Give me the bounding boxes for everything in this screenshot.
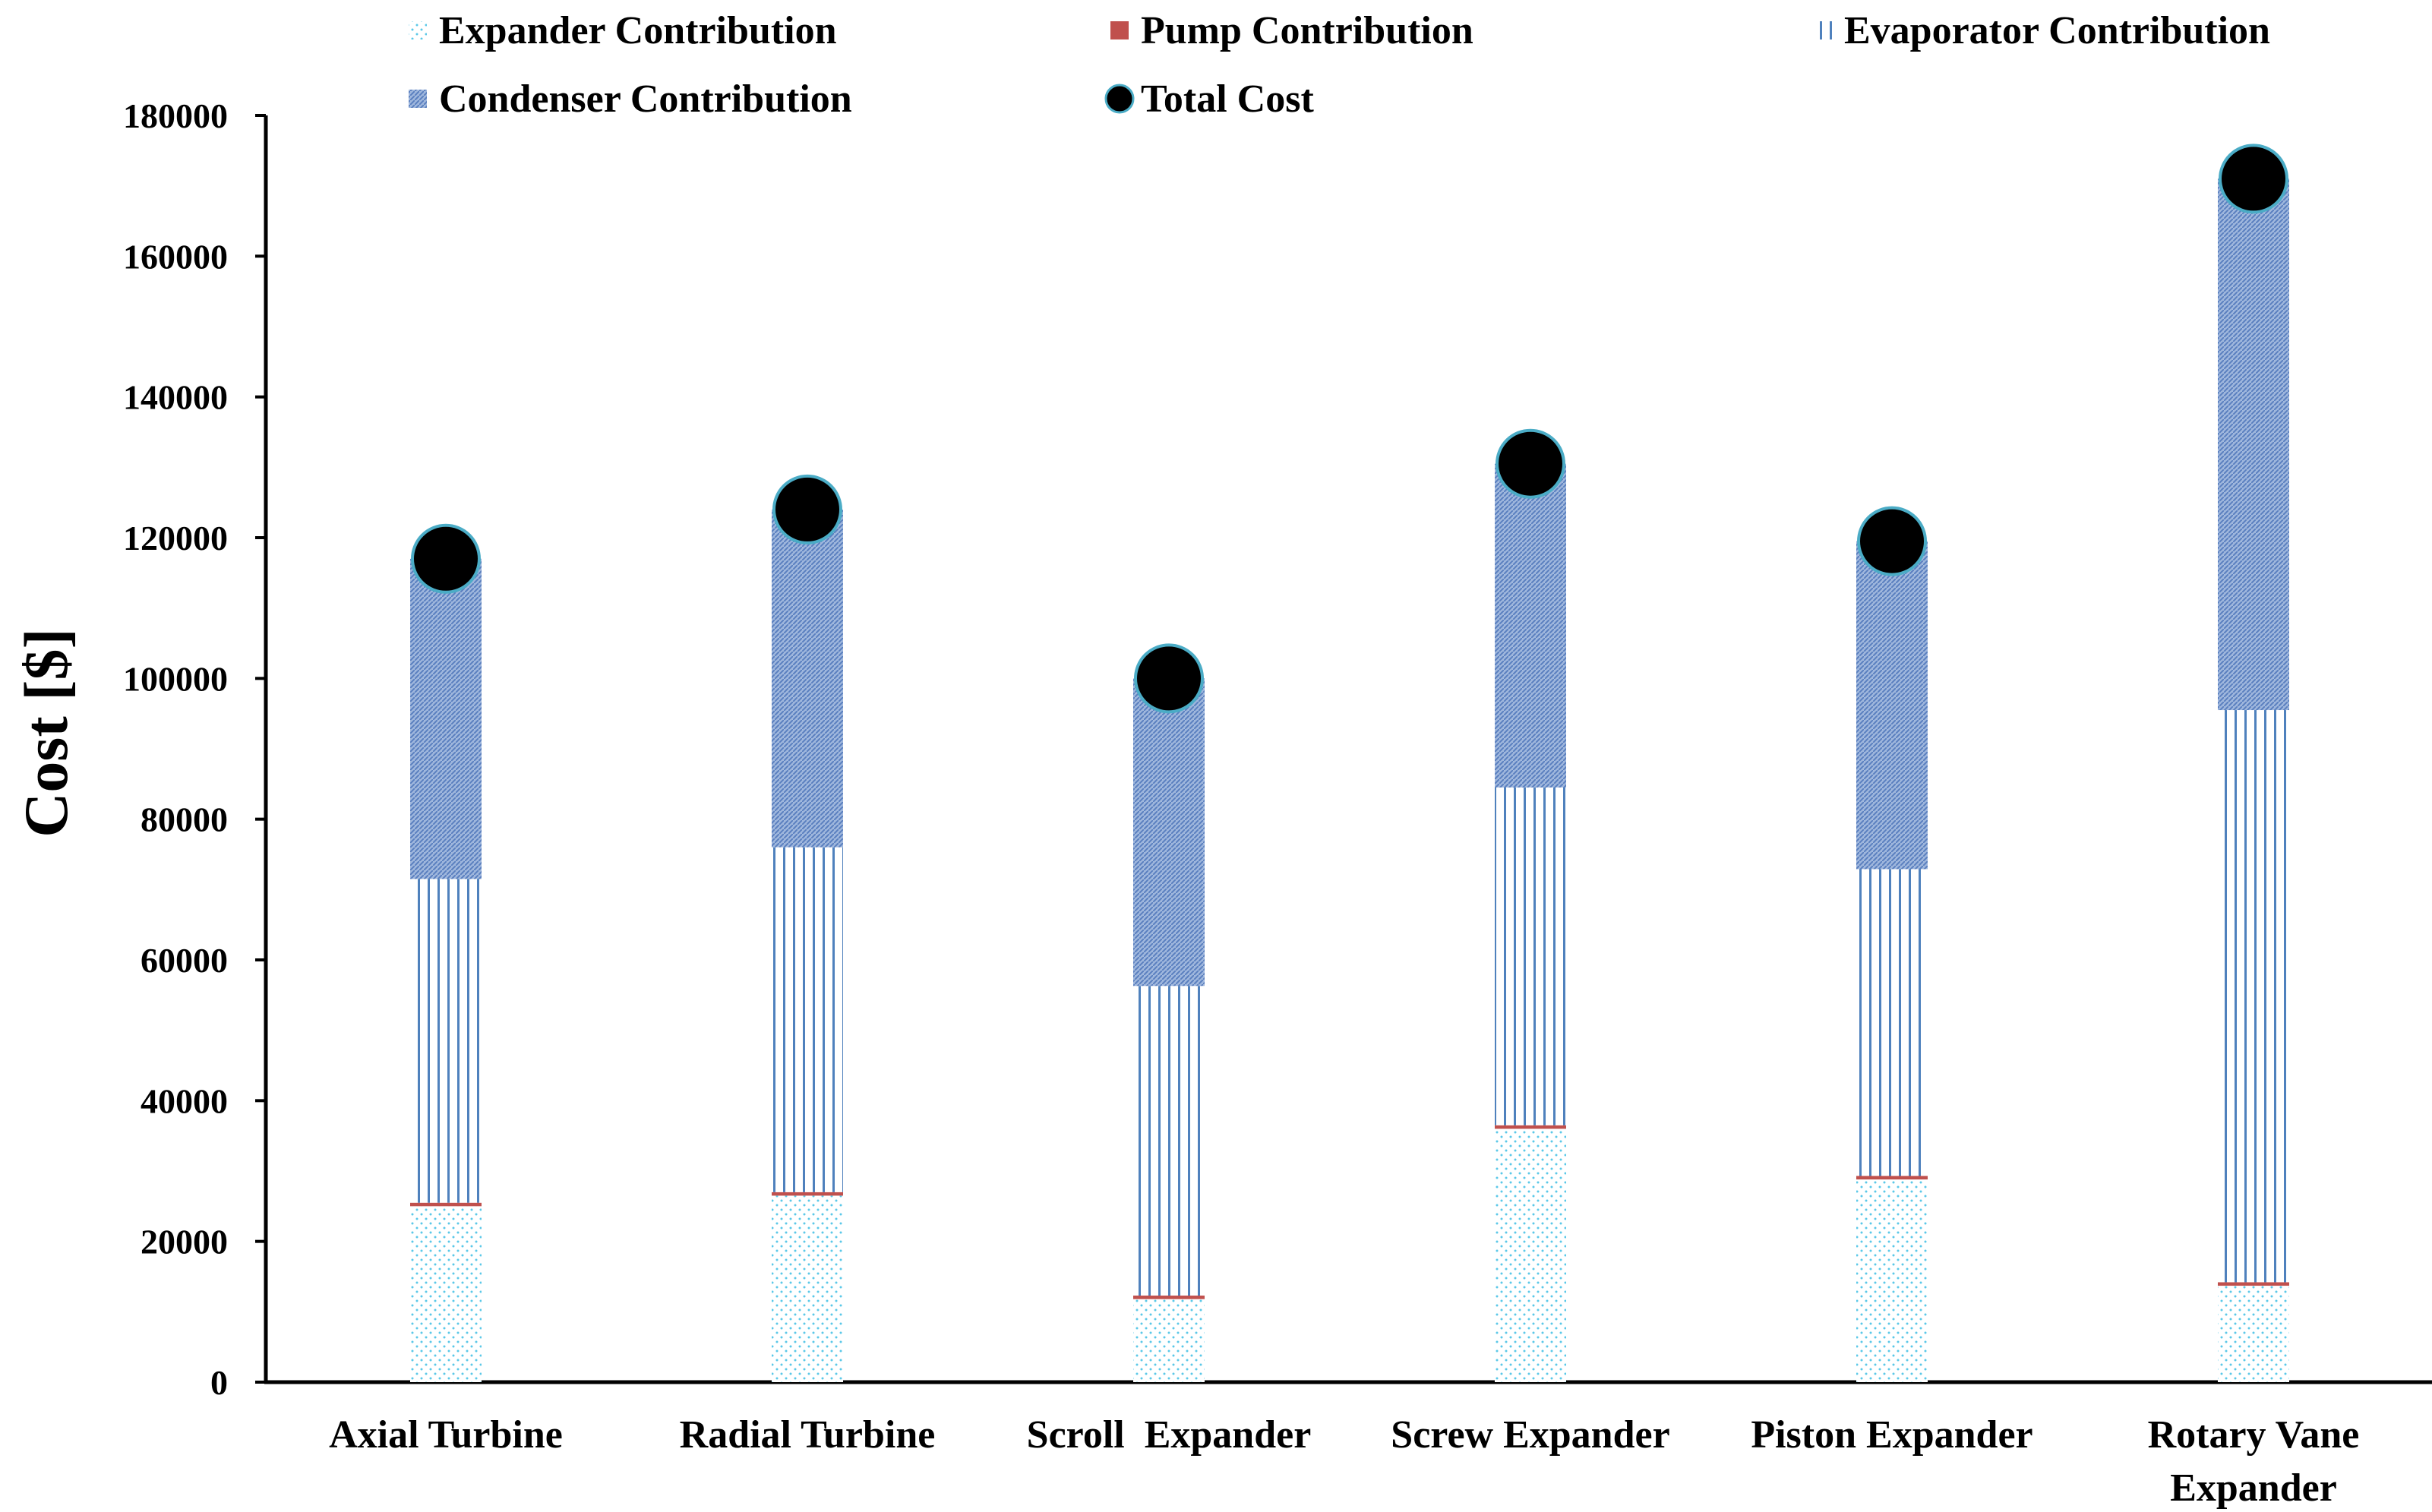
y-tick-label: 60000 <box>141 941 228 980</box>
y-tick-label: 0 <box>210 1363 228 1402</box>
legend-swatch <box>409 21 427 39</box>
y-tick-label: 160000 <box>123 237 228 276</box>
bar-pump <box>410 1202 482 1207</box>
total-cost-point <box>772 474 842 545</box>
y-tick-label: 100000 <box>123 659 228 698</box>
x-tick-label: Radial Turbine <box>680 1413 936 1457</box>
bar-evaporator <box>1133 986 1205 1296</box>
total-cost-point <box>1134 643 1204 714</box>
bar-stack <box>2218 178 2289 1382</box>
total-cost-point <box>2219 144 2288 214</box>
bar-stack <box>1495 463 1566 1382</box>
x-tick-label: Expander <box>2170 1466 2337 1510</box>
bar-evaporator <box>2218 710 2289 1283</box>
legend-item: Condenser Contribution <box>409 77 852 121</box>
bar-evaporator <box>410 879 482 1203</box>
x-tick-label: Axial Turbine <box>329 1413 563 1457</box>
legend-swatch <box>409 90 427 108</box>
bar-expander <box>772 1195 843 1382</box>
legend-item: Pump Contribution <box>1110 9 1473 52</box>
bar-expander <box>410 1206 482 1382</box>
legend-label: Pump Contribution <box>1141 9 1473 52</box>
bar-evaporator <box>1856 869 1928 1176</box>
bar-evaporator <box>772 847 843 1192</box>
bar-expander <box>2218 1286 2289 1382</box>
bar-condenser <box>2218 178 2289 711</box>
legend-swatch <box>1814 21 1832 39</box>
total-cost-point <box>411 523 481 594</box>
bar-pump <box>772 1192 843 1196</box>
legend-label: Evaporator Contribution <box>1844 9 2270 52</box>
bars <box>410 178 2289 1382</box>
x-tick-label: Rotary Vane <box>2148 1413 2360 1457</box>
x-tick-label: Piston Expander <box>1751 1413 2032 1457</box>
x-tick-label: Scroll Expander <box>1027 1413 1312 1457</box>
bar-stack <box>410 558 482 1382</box>
y-tick-label: 120000 <box>123 519 228 557</box>
legend-swatch <box>1110 21 1129 39</box>
bar-pump <box>1133 1296 1205 1299</box>
total-cost-point <box>1496 428 1565 499</box>
y-tick-label: 180000 <box>123 96 228 135</box>
y-axis-title: Cost [$] <box>11 628 81 838</box>
y-tick-label: 80000 <box>141 800 228 839</box>
legend-label: Condenser Contribution <box>439 77 852 121</box>
y-tick-label: 20000 <box>141 1223 228 1261</box>
legend-label: Expander Contribution <box>439 9 837 52</box>
bar-stack <box>1856 541 1928 1382</box>
total-cost-markers <box>411 144 2288 714</box>
y-axis: 0 20000 40000 60000 80000 100000 120000 140000 1… <box>123 96 268 1402</box>
bar-stack <box>1133 678 1205 1382</box>
bar-expander <box>1856 1179 1928 1382</box>
total-cost-point <box>1857 506 1927 576</box>
legend-item: Evaporator Contribution <box>1814 9 2270 52</box>
legend-item: Total Cost <box>1104 77 1314 121</box>
bar-expander <box>1495 1128 1566 1382</box>
bar-evaporator <box>1495 787 1566 1125</box>
legend-swatch <box>1104 84 1135 114</box>
bar-pump <box>1495 1125 1566 1129</box>
bar-condenser <box>1856 541 1928 870</box>
x-tick-label: Screw Expander <box>1391 1413 1669 1457</box>
x-axis: Axial Turbine Radial Turbine Scroll Expand… <box>264 1380 2432 1510</box>
legend-item: Expander Contribution <box>409 9 837 52</box>
bar-pump <box>2218 1282 2289 1286</box>
bar-stack <box>772 509 843 1382</box>
bar-expander <box>1133 1299 1205 1382</box>
bar-condenser <box>772 509 843 848</box>
y-tick-label: 140000 <box>123 378 228 417</box>
legend-label: Total Cost <box>1141 77 1314 121</box>
bar-condenser <box>1133 678 1205 986</box>
bar-pump <box>1856 1176 1928 1180</box>
y-tick-label: 40000 <box>141 1081 228 1120</box>
bar-condenser <box>1495 463 1566 788</box>
bar-condenser <box>410 558 482 879</box>
legend: Expander Contribution Pump Contribution Ev… <box>409 9 2270 121</box>
